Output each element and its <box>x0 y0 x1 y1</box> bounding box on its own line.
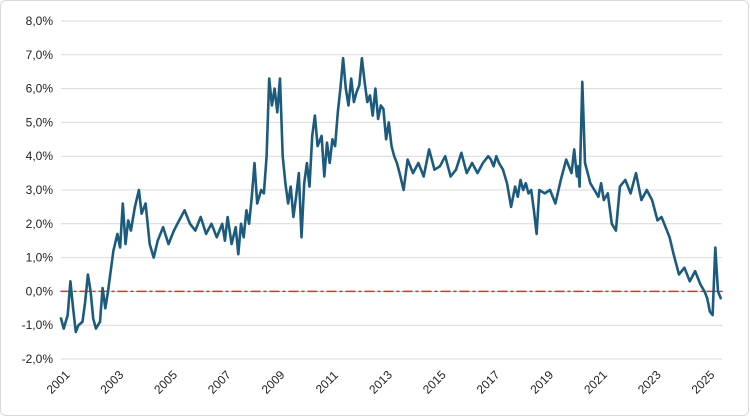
series-line <box>59 56 722 334</box>
y-tick-label: 0,0% <box>26 284 54 298</box>
series-group <box>59 56 723 334</box>
x-tick-label: 2003 <box>98 368 127 397</box>
x-tick-label: 2005 <box>151 368 180 397</box>
y-tick-label: 7,0% <box>26 48 54 62</box>
x-tick-label: 2019 <box>527 368 556 397</box>
y-tick-label: 2,0% <box>26 217 54 231</box>
x-tick-label: 2013 <box>366 368 395 397</box>
y-tick-label: -1,0% <box>22 318 54 332</box>
x-tick-label: 2007 <box>205 368 234 397</box>
y-tick-label: 3,0% <box>26 183 54 197</box>
x-tick-label: 2011 <box>313 368 341 396</box>
x-tick-label: 2025 <box>689 368 718 397</box>
x-tick-label: 2023 <box>635 368 664 397</box>
x-axis-ticks: 2001 2003 2005 2007 2009 2011 2013 2015 2017 2019… <box>44 368 718 397</box>
grid-lines <box>61 20 722 360</box>
y-axis-ticks: -2,0% -1,0% 0,0% 1,0% 2,0% 3,0% 4,0% 5,0% 6,0% 7,… <box>22 14 54 366</box>
y-tick-label: 6,0% <box>26 82 54 96</box>
y-tick-label: 8,0% <box>26 14 54 28</box>
x-tick-label: 2015 <box>420 368 449 397</box>
x-tick-label: 2009 <box>259 368 288 397</box>
x-tick-label: 2001 <box>44 368 73 397</box>
y-tick-label: 1,0% <box>26 251 54 265</box>
y-tick-label: 5,0% <box>26 115 54 129</box>
y-tick-label: 4,0% <box>26 149 54 163</box>
x-tick-label: 2021 <box>581 368 610 397</box>
x-tick-label: 2017 <box>474 368 503 397</box>
y-tick-label: -2,0% <box>22 352 54 366</box>
